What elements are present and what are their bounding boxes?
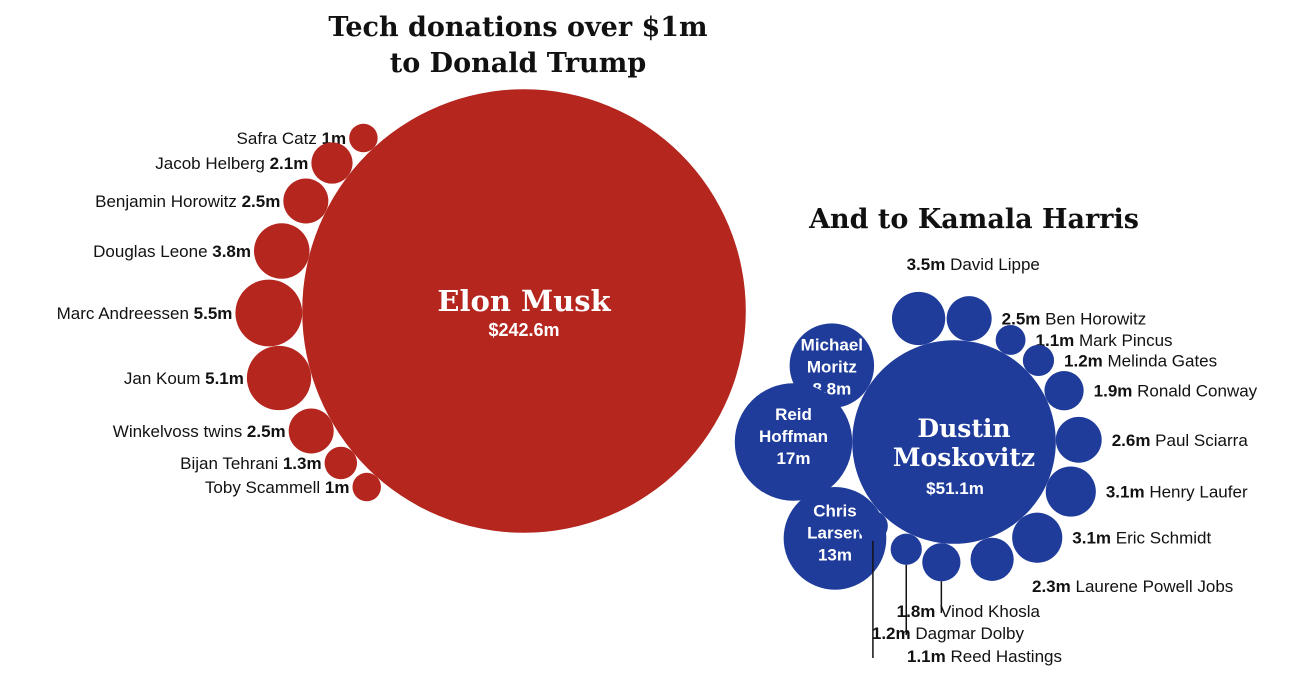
label-chris-larsen-line-1: Chris [813, 501, 856, 520]
bubble-dagmar-dolby [890, 533, 922, 565]
bubble-paul-sciarra [1055, 416, 1102, 463]
label-ronald-conway: 1.9m Ronald Conway [1094, 382, 1258, 401]
label-michael-moritz-line-2: Moritz [807, 358, 857, 377]
label-douglas-leone: Douglas Leone 3.8m [93, 242, 251, 261]
label-winkelvoss-twins: Winkelvoss twins 2.5m [113, 422, 286, 441]
label-dustin-moskovitz-line-1: Dustin [917, 414, 1010, 443]
label-laurene-powell-jobs: 2.3m Laurene Powell Jobs [1032, 577, 1233, 596]
value-chris-larsen: 13m [818, 545, 852, 564]
bubble-ronald-conway [1044, 371, 1084, 411]
bubble-david-lippe [891, 291, 946, 346]
label-michael-moritz-line-1: Michael [801, 336, 863, 355]
label-dagmar-dolby: 1.2m Dagmar Dolby [872, 624, 1025, 643]
label-reed-hastings: 1.1m Reed Hastings [907, 647, 1062, 666]
label-elon-musk: Elon Musk [437, 284, 611, 318]
bubble-ben-horowitz [946, 296, 992, 342]
harris-title-line-1: And to Kamala Harris [808, 204, 1139, 235]
bubble-jan-koum [246, 345, 312, 411]
label-henry-laufer: 3.1m Henry Laufer [1106, 483, 1248, 502]
label-dustin-moskovitz-line-2: Moskovitz [893, 443, 1035, 472]
bubble-safra-catz [349, 123, 378, 153]
value-reid-hoffman: 17m [776, 449, 810, 468]
trump-title-line-1: Tech donations over $1m [328, 12, 707, 43]
bubble-dustin-moskovitz [852, 340, 1056, 544]
label-paul-sciarra: 2.6m Paul Sciarra [1112, 431, 1249, 450]
bubble-vinod-khosla [922, 543, 961, 582]
bubble-marc-andreessen [235, 279, 303, 347]
bubble-reed-hastings [857, 511, 888, 541]
bubble-elon-musk [302, 89, 746, 533]
bubble-mark-pincus [995, 324, 1026, 355]
bubble-winkelvoss-twins [288, 408, 334, 454]
bubble-bijan-tehrani [324, 446, 358, 480]
bubble-douglas-leone [254, 223, 310, 279]
label-mark-pincus: 1.1m Mark Pincus [1036, 331, 1173, 350]
bubble-reid-hoffman [734, 383, 853, 501]
bubble-henry-laufer [1045, 466, 1096, 517]
label-reid-hoffman-line-1: Reid [775, 405, 812, 424]
bubble-chris-larsen [783, 487, 887, 590]
label-vinod-khosla: 1.8m Vinod Khosla [897, 602, 1041, 621]
label-marc-andreessen: Marc Andreessen 5.5m [57, 304, 233, 323]
bubble-laurene-powell-jobs [970, 537, 1014, 581]
trump-donations-group: Tech donations over $1m to Donald Trump El… [57, 12, 746, 533]
label-chris-larsen-line-2: Larsen [807, 523, 863, 542]
label-toby-scammell: Toby Scammell 1m [205, 478, 350, 497]
label-reid-hoffman-line-2: Hoffman [759, 427, 828, 446]
label-ben-horowitz: 2.5m Ben Horowitz [1002, 310, 1147, 329]
bubble-benjamin-horowitz [283, 178, 329, 224]
label-jacob-helberg: Jacob Helberg 2.1m [155, 154, 308, 173]
trump-title-line-2: to Donald Trump [390, 48, 646, 79]
label-jan-koum: Jan Koum 5.1m [124, 369, 244, 388]
label-benjamin-horowitz: Benjamin Horowitz 2.5m [95, 192, 280, 211]
label-melinda-gates: 1.2m Melinda Gates [1064, 351, 1217, 370]
label-bijan-tehrani: Bijan Tehrani 1.3m [180, 454, 321, 473]
label-david-lippe: 3.5m David Lippe [907, 255, 1040, 274]
bubble-jacob-helberg [311, 142, 353, 184]
bubble-eric-schmidt [1012, 512, 1063, 563]
bubble-melinda-gates [1022, 344, 1055, 377]
label-eric-schmidt: 3.1m Eric Schmidt [1072, 529, 1211, 548]
bubble-toby-scammell [352, 472, 381, 502]
value-elon-musk: $242.6m [488, 320, 559, 340]
value-dustin-moskovitz: $51.1m [926, 479, 984, 498]
